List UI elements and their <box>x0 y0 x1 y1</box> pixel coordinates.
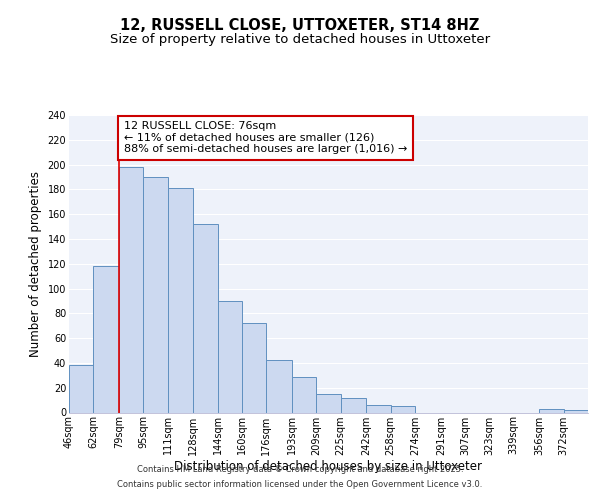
Text: Contains public sector information licensed under the Open Government Licence v3: Contains public sector information licen… <box>118 480 482 489</box>
Bar <box>242 324 266 412</box>
Text: 12 RUSSELL CLOSE: 76sqm
← 11% of detached houses are smaller (126)
88% of semi-d: 12 RUSSELL CLOSE: 76sqm ← 11% of detache… <box>124 121 407 154</box>
Bar <box>193 224 218 412</box>
Bar <box>69 366 93 412</box>
Bar <box>143 177 167 412</box>
Bar <box>266 360 292 412</box>
Bar <box>218 301 242 412</box>
Bar <box>341 398 367 412</box>
Bar <box>292 376 316 412</box>
Text: 12, RUSSELL CLOSE, UTTOXETER, ST14 8HZ: 12, RUSSELL CLOSE, UTTOXETER, ST14 8HZ <box>121 18 479 32</box>
Y-axis label: Number of detached properties: Number of detached properties <box>29 171 42 357</box>
Bar <box>391 406 415 412</box>
Bar <box>316 394 341 412</box>
Bar <box>93 266 119 412</box>
Bar <box>539 409 564 412</box>
Bar <box>119 167 143 412</box>
Text: Contains HM Land Registry data © Crown copyright and database right 2025.: Contains HM Land Registry data © Crown c… <box>137 465 463 474</box>
Bar <box>167 188 193 412</box>
Bar <box>367 405 391 412</box>
X-axis label: Distribution of detached houses by size in Uttoxeter: Distribution of detached houses by size … <box>175 460 482 473</box>
Text: Size of property relative to detached houses in Uttoxeter: Size of property relative to detached ho… <box>110 32 490 46</box>
Bar <box>564 410 588 412</box>
